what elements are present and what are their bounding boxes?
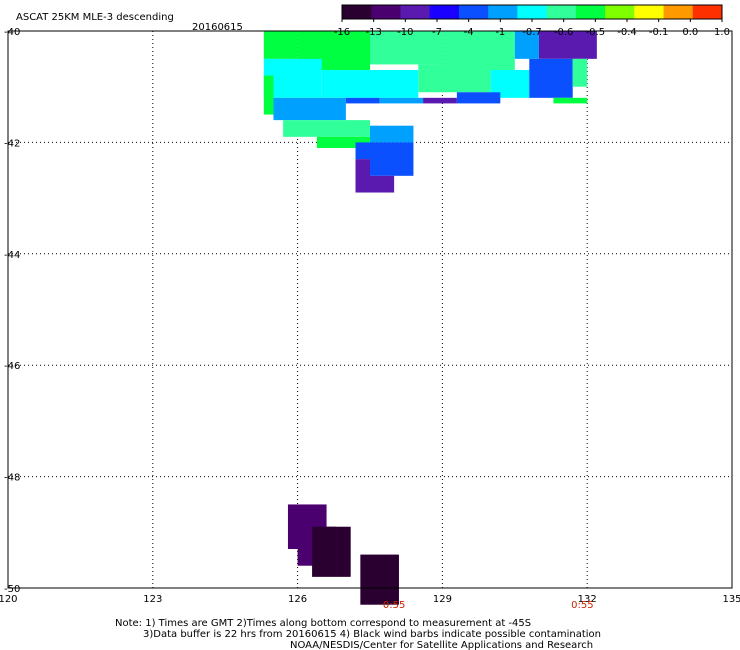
- colorbar-swatch: [371, 5, 401, 19]
- data-cell: [423, 97, 457, 104]
- data-cells: [263, 31, 597, 605]
- data-cell: [514, 31, 539, 59]
- data-cell: [263, 75, 274, 115]
- x-tick-label: 129: [433, 594, 452, 605]
- colorbar-tick-label: -0.4: [617, 27, 637, 38]
- data-cell: [370, 175, 395, 193]
- footer-note-2: 3)Data buffer is 22 hrs from 20160615 4)…: [143, 629, 601, 640]
- data-cell: [273, 97, 346, 121]
- chart-date: 20160615: [192, 22, 243, 33]
- data-cell: [263, 58, 322, 98]
- colorbar-swatch: [517, 5, 548, 19]
- colorbar-swatch: [692, 5, 723, 19]
- x-tick-label: 120: [0, 594, 18, 605]
- colorbar-tick-label: -0.7: [522, 27, 542, 38]
- data-cell: [572, 58, 588, 87]
- colorbar-tick-label: -0.6: [554, 27, 574, 38]
- colorbar-swatch: [663, 5, 694, 19]
- colorbar-tick-label: -1: [495, 27, 505, 38]
- colorbar-tick-label: -4: [464, 27, 474, 38]
- colorbar-swatch: [429, 5, 460, 19]
- data-cell: [355, 159, 370, 193]
- grid: [7, 30, 733, 589]
- colorbar-tick-label: -13: [365, 27, 381, 38]
- data-cell: [370, 142, 414, 176]
- colorbar-swatch: [342, 5, 372, 19]
- x-tick-label: 123: [143, 594, 162, 605]
- data-cell: [538, 31, 597, 59]
- colorbar-swatch: [458, 5, 489, 19]
- data-cell: [312, 526, 351, 577]
- colorbar-tick-label: -0.1: [649, 27, 669, 38]
- footer-note-1: Note: 1) Times are GMT 2)Times along bot…: [115, 618, 531, 629]
- data-cell: [529, 58, 573, 98]
- colorbar-tick-label: 1.0: [714, 27, 730, 38]
- data-cell: [321, 69, 419, 98]
- y-tick-label: -42: [4, 138, 20, 149]
- x-tick-label: 126: [288, 594, 307, 605]
- time-labels: 0:55 0:55: [383, 600, 594, 611]
- y-tick-label: -44: [4, 250, 20, 261]
- data-cell: [283, 120, 370, 137]
- data-cell: [345, 97, 380, 104]
- time-label: 0:55: [571, 600, 593, 611]
- data-cell: [370, 125, 414, 143]
- data-cell: [379, 97, 424, 104]
- y-tick-label: -40: [4, 27, 20, 38]
- colorbar-swatch: [400, 5, 431, 19]
- x-tick-label: 135: [722, 594, 740, 605]
- colorbar-swatch: [546, 5, 577, 19]
- y-tick-labels: -40 -42 -44 -46 -48 -50: [4, 27, 20, 595]
- y-tick-label: -46: [4, 361, 20, 372]
- time-label: 0:55: [383, 600, 405, 611]
- colorbar-swatch: [575, 5, 606, 19]
- colorbar-tick-label: -16: [334, 27, 350, 38]
- colorbar-tick-label: -10: [397, 27, 413, 38]
- colorbar-swatch: [634, 5, 665, 19]
- data-cell: [355, 142, 370, 160]
- data-cell: [360, 554, 399, 605]
- colorbar-swatch: [605, 5, 635, 19]
- footer-credit: NOAA/NESDIS/Center for Satellite Applica…: [290, 640, 593, 650]
- data-cell: [442, 31, 515, 70]
- data-cell: [263, 31, 298, 59]
- chart-title: ASCAT 25KM MLE-3 descending: [16, 12, 174, 23]
- data-cell: [370, 31, 443, 65]
- x-tick-label: 132: [578, 594, 597, 605]
- data-cell: [418, 64, 491, 93]
- data-cell: [316, 136, 370, 148]
- plot-frame: [7, 30, 733, 589]
- colorbar-tick-label: -7: [432, 27, 442, 38]
- data-cell: [553, 97, 588, 104]
- colorbar-tick-label: -0.5: [586, 27, 606, 38]
- y-tick-label: -50: [4, 584, 20, 595]
- x-tick-labels: 120 123 126 129 132 135: [0, 594, 740, 605]
- colorbar-tick-label: 0.0: [682, 27, 698, 38]
- colorbar-tick-labels: -16 -13 -10 -7 -4 -1 -0.7 -0.6 -0.5 -0.4 -0.1 0.0 1.…: [334, 19, 730, 38]
- data-cell: [456, 92, 501, 104]
- y-tick-label: -48: [4, 473, 20, 484]
- colorbar: [341, 4, 723, 20]
- colorbar-swatch: [488, 5, 518, 19]
